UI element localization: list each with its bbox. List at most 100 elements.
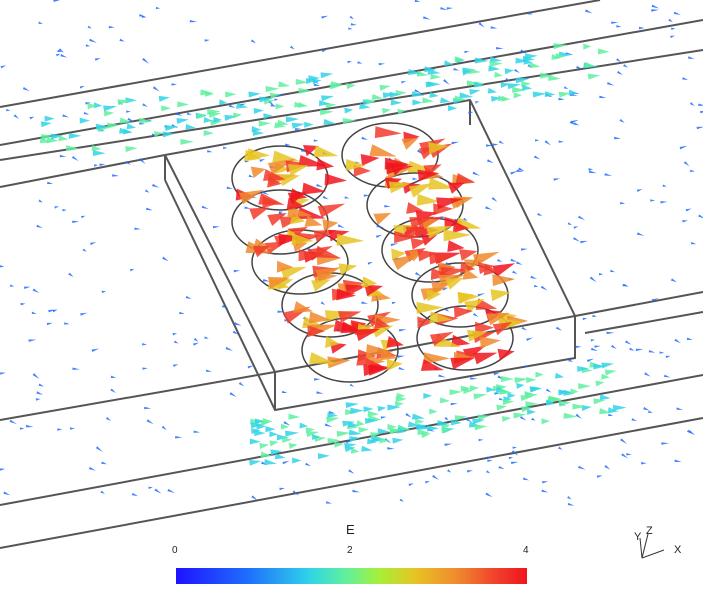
field-arrow xyxy=(277,119,289,126)
field-arrow xyxy=(363,406,374,413)
field-arrow xyxy=(571,119,579,124)
field-arrow xyxy=(349,383,355,387)
field-arrow xyxy=(422,16,431,20)
field-arrow xyxy=(80,215,86,219)
field-arrow xyxy=(79,86,85,89)
field-arrow xyxy=(295,78,309,85)
field-arrow xyxy=(204,336,209,339)
waveguide-edge xyxy=(0,49,703,161)
field-arrow xyxy=(599,95,607,99)
field-arrow xyxy=(473,393,488,400)
field-arrow xyxy=(270,449,283,456)
field-arrow xyxy=(586,358,595,363)
field-arrow xyxy=(253,107,264,114)
field-arrow xyxy=(287,192,307,205)
field-arrow xyxy=(497,348,515,361)
field-arrow xyxy=(444,443,453,447)
field-arrow xyxy=(483,263,499,276)
field-arrow xyxy=(388,181,412,194)
field-arrow xyxy=(305,462,311,467)
field-arrow xyxy=(411,91,425,98)
field-arrow xyxy=(263,169,286,181)
field-arrow xyxy=(486,159,494,163)
field-arrow xyxy=(532,91,547,98)
field-arrow xyxy=(85,102,92,105)
field-arrow xyxy=(311,279,331,292)
field-arrow xyxy=(110,375,117,379)
field-arrow xyxy=(325,102,337,109)
field-arrow xyxy=(447,469,452,473)
field-arrow xyxy=(443,60,454,67)
field-arrow xyxy=(250,39,257,44)
field-arrow xyxy=(87,25,92,29)
field-arrow xyxy=(252,245,271,258)
waveguide-edge xyxy=(574,291,703,317)
field-arrow xyxy=(9,419,17,425)
field-arrow xyxy=(362,276,378,289)
field-arrow xyxy=(50,133,63,140)
field-arrow xyxy=(589,276,597,283)
field-arrow xyxy=(510,461,519,465)
field-arrow xyxy=(247,148,271,161)
field-arrow xyxy=(349,15,354,20)
field-arrow xyxy=(616,24,622,28)
field-arrow xyxy=(69,427,76,430)
field-arrow xyxy=(429,408,438,415)
field-arrow xyxy=(488,65,501,72)
field-arrow xyxy=(125,146,138,153)
field-arrow xyxy=(304,121,314,128)
field-arrow xyxy=(548,75,562,82)
field-arrow xyxy=(450,419,462,426)
field-arrow xyxy=(459,92,474,99)
field-arrow xyxy=(473,352,498,365)
field-arrow xyxy=(485,206,493,210)
field-arrow xyxy=(57,428,63,431)
field-arrow xyxy=(493,372,501,376)
field-arrow xyxy=(38,21,43,24)
field-arrow xyxy=(380,416,387,419)
slab-box xyxy=(164,179,576,412)
field-arrow xyxy=(592,314,597,317)
field-arrow xyxy=(441,427,451,434)
field-arrow xyxy=(254,418,265,425)
field-arrow xyxy=(250,422,263,429)
field-arrow xyxy=(293,301,313,313)
field-arrow xyxy=(487,87,498,94)
field-arrow xyxy=(277,94,285,97)
field-arrow xyxy=(225,346,234,351)
field-arrow xyxy=(429,311,453,324)
field-arrow xyxy=(498,140,505,145)
field-arrow xyxy=(99,163,106,166)
field-arrow xyxy=(345,158,366,171)
field-arrow xyxy=(347,421,360,428)
field-arrow xyxy=(60,53,68,58)
field-arrow xyxy=(85,44,91,47)
field-arrow xyxy=(337,224,345,229)
field-arrow xyxy=(274,122,286,129)
field-arrow xyxy=(475,321,495,334)
field-arrow xyxy=(514,377,529,384)
field-arrow xyxy=(376,224,384,228)
field-arrow xyxy=(500,82,511,89)
field-arrow xyxy=(636,232,645,236)
field-arrow xyxy=(501,375,515,382)
field-arrow xyxy=(501,415,512,422)
field-arrow xyxy=(529,62,541,69)
field-arrow xyxy=(520,395,533,401)
field-arrow xyxy=(514,68,520,73)
field-arrow xyxy=(31,311,37,315)
field-arrow xyxy=(83,111,90,115)
field-arrow xyxy=(323,119,337,125)
field-arrow xyxy=(175,436,183,439)
field-arrow xyxy=(274,453,286,460)
field-arrow xyxy=(68,272,74,277)
field-arrow xyxy=(285,116,300,123)
field-arrow xyxy=(408,183,434,198)
field-arrow xyxy=(288,443,298,449)
field-arrow xyxy=(485,492,493,498)
field-arrow xyxy=(412,99,423,106)
field-arrow xyxy=(575,345,582,349)
field-arrow xyxy=(139,14,146,17)
field-arrow xyxy=(430,268,451,281)
